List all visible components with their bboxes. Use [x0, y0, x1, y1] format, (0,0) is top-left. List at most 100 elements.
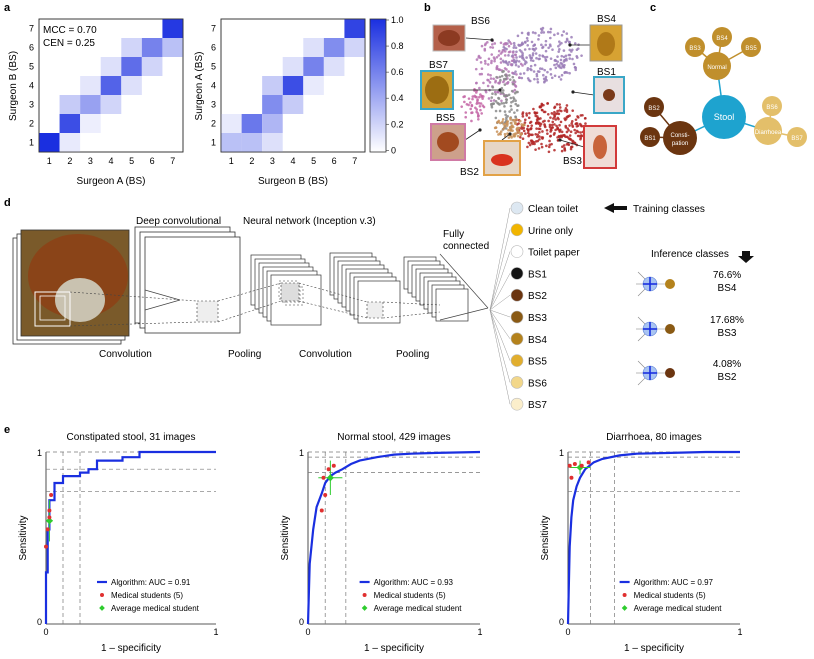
tsne-point: [493, 90, 497, 94]
tsne-point: [563, 71, 567, 74]
tsne-label-bs4: BS4: [597, 14, 616, 25]
feature-map: [435, 288, 469, 322]
tsne-point: [504, 60, 508, 63]
heatmap-cell: [121, 38, 142, 57]
inference-block: Inference classes 76.6% BS4 17.68% BS3 4.08%…: [636, 249, 754, 386]
tsne-point: [540, 136, 544, 139]
tsne-point: [495, 75, 498, 79]
class-label: BS5: [528, 357, 547, 368]
tsne-point: [560, 149, 564, 153]
tsne-point: [480, 44, 484, 48]
bs-node-label: BS4: [716, 36, 728, 42]
tsne-point: [539, 122, 543, 126]
tsne-point: [475, 108, 479, 111]
tsne-point: [527, 116, 531, 120]
tsne-point: [475, 81, 478, 85]
tsne-point: [517, 131, 521, 134]
tsne-point: [518, 119, 522, 123]
tsne-point: [503, 83, 507, 86]
tsne-point: [556, 126, 559, 130]
tsne-point: [501, 120, 504, 123]
tsne-point: [553, 33, 556, 37]
tsne-point: [545, 55, 549, 59]
tsne-point: [460, 105, 464, 108]
tsne-point: [517, 122, 520, 125]
y-tick-label: 0: [559, 617, 564, 627]
tsne-point: [505, 94, 508, 98]
tsne-point: [526, 43, 530, 47]
heatmap-cell: [100, 76, 122, 95]
tsne-point: [555, 124, 558, 128]
tsne-point: [494, 116, 498, 120]
inference-pct: 4.08%: [713, 359, 741, 370]
class-label: Urine only: [528, 226, 573, 237]
panel-label-a: a: [4, 2, 11, 14]
tsne-point: [534, 52, 538, 55]
tsne-point: [507, 60, 511, 64]
bs-node: [712, 27, 732, 47]
tsne-point: [507, 44, 511, 48]
colorbar-tick-label: 0.4: [391, 93, 404, 103]
tsne-point: [525, 36, 529, 40]
tsne-point: [553, 114, 557, 117]
legend-diamond: [99, 605, 105, 611]
tsne-point: [576, 115, 579, 118]
tsne-point: [563, 149, 567, 152]
tsne-point: [576, 124, 580, 128]
tsne-point: [558, 40, 561, 43]
tsne-point: [518, 55, 522, 58]
tsne-point: [538, 127, 542, 131]
stool-class-tree: Stool Normal Consti-pation Diarrhoea BS3 BS4 B…: [640, 27, 807, 155]
bs-node-label: BS5: [745, 46, 757, 52]
tsne-point: [552, 133, 556, 136]
roc-curve: [566, 450, 740, 625]
legend-avg: Average medical student: [374, 604, 463, 613]
tsne-point: [504, 113, 507, 117]
class-dot: [510, 223, 524, 237]
heatmap-right-ylabel: Surgeon A (BS): [194, 52, 205, 121]
heatmap-right: 1 1 2 2 3 3 4 4 5 5 6 6 7 7: [211, 18, 366, 166]
class-connector: [489, 309, 511, 318]
tsne-point: [556, 55, 559, 58]
y-tick-label: 6: [29, 43, 34, 53]
x-tick-label: 1: [213, 627, 218, 637]
student-point: [579, 463, 584, 468]
tsne-point: [503, 67, 507, 70]
training-classes-label: Training classes: [633, 204, 705, 215]
tsne-point: [540, 108, 544, 112]
tsne-point: [540, 43, 543, 47]
tsne-point: [482, 81, 485, 85]
fully-label: Fully: [443, 229, 464, 240]
tsne-point: [493, 57, 497, 61]
tsne-point: [532, 107, 535, 111]
tsne-point: [535, 127, 538, 130]
tsne-point: [526, 77, 530, 80]
tsne-point: [533, 111, 537, 115]
tsne-point: [531, 133, 534, 137]
tsne-point: [560, 109, 563, 113]
tsne-point: [494, 100, 498, 103]
tsne-point: [486, 84, 490, 88]
tsne-point: [522, 72, 526, 75]
tsne-point: [571, 109, 575, 112]
x-tick-label: 7: [170, 156, 175, 166]
tsne-point: [513, 91, 517, 95]
heatmap-left: 1 1 2 2 3 3 4 4 5 5 6 6 7 7: [29, 18, 184, 166]
class-dot: [510, 201, 524, 215]
tsne-point: [550, 76, 554, 80]
tsne-point: [537, 38, 540, 41]
tsne-point: [531, 52, 535, 55]
class-dot: [510, 310, 524, 324]
tsne-point: [553, 105, 557, 109]
tsne-point: [563, 109, 567, 112]
diarrhoea-node: [754, 117, 782, 145]
tsne-point: [511, 51, 515, 54]
tsne-point: [549, 27, 553, 31]
bs-node: [644, 97, 664, 117]
heatmap-cell: [100, 95, 122, 114]
tsne-point: [503, 50, 507, 53]
tsne-point: [527, 141, 531, 145]
y-axis-label: Sensitivity: [18, 515, 29, 560]
tsne-point: [531, 59, 535, 63]
tsne-connector-dot: [478, 128, 482, 132]
